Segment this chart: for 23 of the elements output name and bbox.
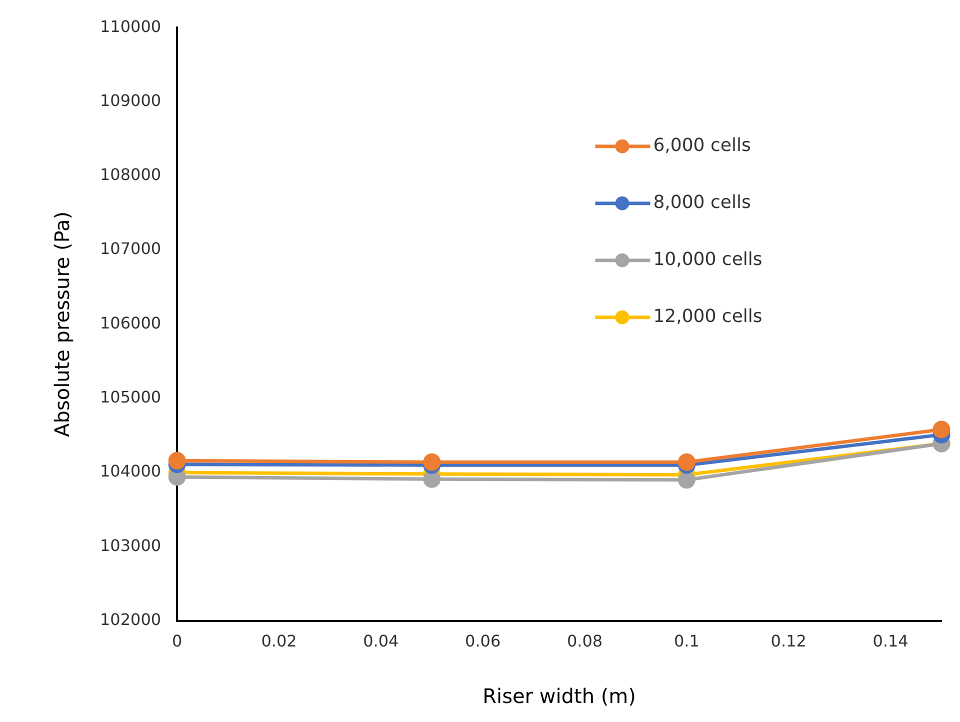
- legend-label: 12,000 cells: [653, 306, 762, 327]
- x-tick-label: 0.02: [261, 632, 297, 651]
- y-tick-label: 107000: [100, 239, 162, 258]
- y-tick-label: 106000: [100, 313, 162, 332]
- y-tick-label: 109000: [100, 90, 162, 110]
- x-tick-label: 0: [172, 632, 182, 651]
- y-tick-label: 103000: [100, 536, 162, 555]
- x-tick-label: 0.08: [566, 632, 603, 651]
- x-tick-label: 0.12: [770, 632, 806, 651]
- y-tick-label: 110000: [100, 16, 162, 36]
- y-tick-label: 105000: [100, 388, 162, 407]
- x-tick-label: 0.1: [674, 632, 700, 651]
- legend-label: 6,000 cells: [653, 134, 751, 156]
- x-axis-title: Riser width (m): [482, 684, 636, 708]
- x-tick-label: 0.04: [363, 632, 399, 651]
- legend-label: 8,000 cells: [653, 192, 751, 213]
- y-tick-label: 102000: [100, 610, 162, 629]
- y-tick-label: 108000: [100, 165, 162, 184]
- y-axis-title: Absolute pressure (Pa): [50, 211, 74, 437]
- y-tick-label: 104000: [100, 462, 162, 481]
- x-tick-label: 0.06: [465, 632, 501, 651]
- x-tick-label: 0.14: [872, 632, 908, 651]
- legend-label: 10,000 cells: [653, 248, 762, 270]
